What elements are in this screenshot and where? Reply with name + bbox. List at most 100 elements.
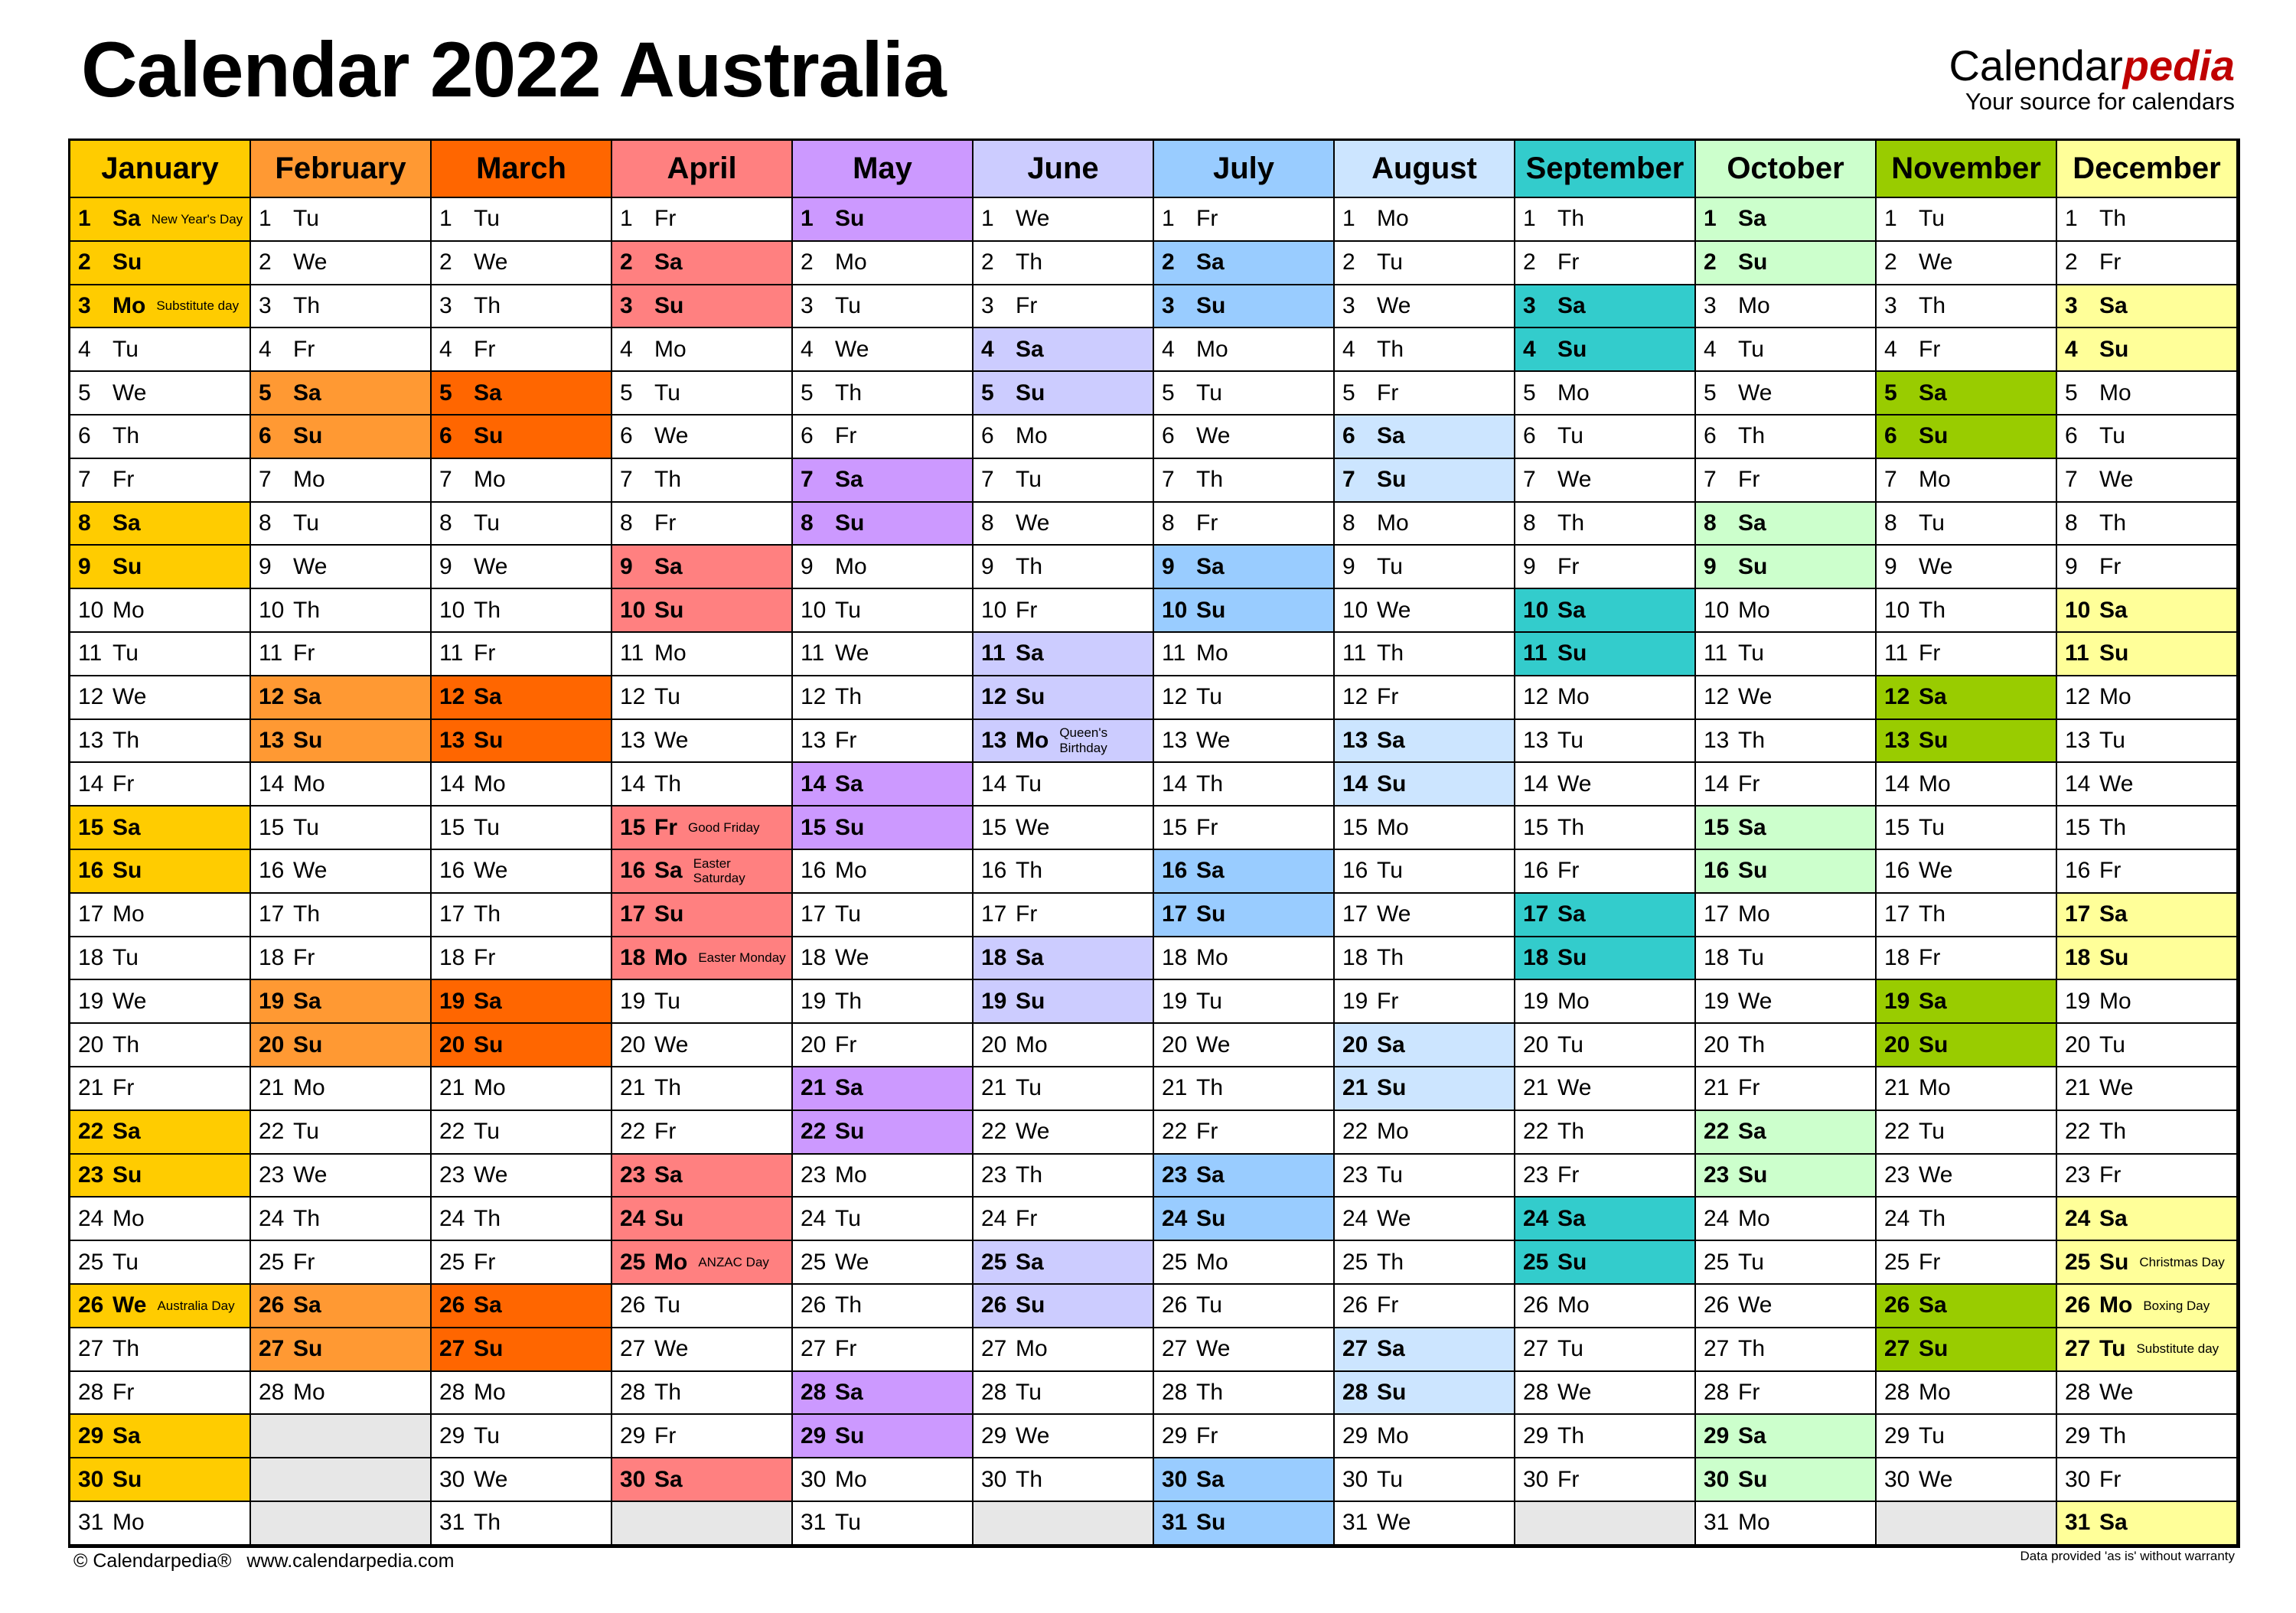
day-cell[interactable]: 18 Fr [432,937,612,981]
day-cell[interactable]: 5 Tu [612,372,793,415]
weekend-day-cell[interactable]: 9 Sa [1154,546,1335,590]
weekend-day-cell[interactable]: 18 Sa [974,937,1154,981]
day-cell[interactable]: 26 Fr [1335,1284,1515,1328]
day-cell[interactable]: 9 Fr [1515,546,1696,590]
day-cell[interactable]: 29 Th [1515,1415,1696,1459]
weekend-day-cell[interactable]: 20 Su [251,1024,432,1067]
day-cell[interactable]: 4 Fr [432,328,612,373]
day-cell[interactable]: 20 Tu [1515,1024,1696,1067]
weekend-day-cell[interactable]: 23 Su [1696,1154,1877,1198]
day-cell[interactable]: 24 Fr [974,1198,1154,1242]
weekend-day-cell[interactable]: 26 Su [974,1284,1154,1328]
day-cell[interactable]: 23 We [251,1154,432,1198]
day-cell[interactable]: 26 We [1696,1284,1877,1328]
weekend-day-cell[interactable]: 23 Su [70,1154,251,1198]
day-cell[interactable]: 26 Mo [1515,1284,1696,1328]
day-cell[interactable]: 17 We [1335,893,1515,937]
day-cell[interactable]: 27 Tu [1515,1328,1696,1372]
day-cell[interactable]: 30 We [432,1458,612,1502]
day-cell[interactable]: 21 We [2057,1067,2238,1111]
day-cell[interactable]: 22 Fr [1154,1110,1335,1155]
weekend-day-cell[interactable]: 10 Su [1154,589,1335,633]
day-cell[interactable]: 3 Fr [974,285,1154,329]
day-cell[interactable]: 8 Th [2057,502,2238,546]
day-cell[interactable]: 20 We [612,1024,793,1067]
weekend-day-cell[interactable]: 14 Su [1335,763,1515,807]
holiday-cell[interactable]: 1 Sa New Year's Day [70,198,251,242]
day-cell[interactable]: 15 Tu [432,806,612,850]
day-cell[interactable]: 13 Th [1696,719,1877,764]
day-cell[interactable]: 18 Tu [1696,937,1877,981]
day-cell[interactable]: 22 Fr [612,1110,793,1155]
day-cell[interactable]: 5 Th [793,372,974,415]
day-cell[interactable]: 28 We [2057,1371,2238,1416]
day-cell[interactable]: 18 Mo [1154,937,1335,981]
day-cell[interactable]: 2 Th [974,241,1154,285]
day-cell[interactable]: 28 Th [1154,1371,1335,1416]
day-cell[interactable]: 20 Fr [793,1024,974,1067]
day-cell[interactable]: 17 Th [251,893,432,937]
weekend-day-cell[interactable]: 16 Sa [1154,849,1335,894]
weekend-day-cell[interactable]: 24 Sa [1515,1198,1696,1242]
day-cell[interactable]: 14 We [2057,763,2238,807]
day-cell[interactable]: 4 Th [1335,328,1515,373]
day-cell[interactable]: 15 Th [2057,806,2238,850]
day-cell[interactable]: 28 Th [612,1371,793,1416]
weekend-day-cell[interactable]: 30 Sa [1154,1458,1335,1502]
day-cell[interactable]: 9 Fr [2057,546,2238,590]
day-cell[interactable]: 9 We [251,546,432,590]
day-cell[interactable]: 18 We [793,937,974,981]
weekend-day-cell[interactable]: 27 Su [432,1328,612,1372]
weekend-day-cell[interactable]: 19 Sa [432,980,612,1025]
day-cell[interactable]: 23 We [1877,1154,2057,1198]
weekend-day-cell[interactable]: 16 Su [1696,849,1877,894]
day-cell[interactable]: 12 Th [793,676,974,720]
weekend-day-cell[interactable]: 22 Su [793,1110,974,1155]
day-cell[interactable]: 7 Th [1154,458,1335,503]
weekend-day-cell[interactable]: 28 Su [1335,1371,1515,1416]
day-cell[interactable]: 10 Fr [974,589,1154,633]
day-cell[interactable]: 28 Fr [1696,1371,1877,1416]
weekend-day-cell[interactable]: 8 Sa [1696,502,1877,546]
day-cell[interactable]: 28 Mo [432,1371,612,1416]
day-cell[interactable]: 10 Tu [793,589,974,633]
day-cell[interactable]: 14 Th [612,763,793,807]
day-cell[interactable]: 13 Th [70,719,251,764]
day-cell[interactable]: 16 Fr [1515,849,1696,894]
day-cell[interactable]: 25 Tu [1696,1241,1877,1285]
day-cell[interactable]: 12 We [70,676,251,720]
day-cell[interactable]: 25 Th [1335,1241,1515,1285]
day-cell[interactable]: 23 Mo [793,1154,974,1198]
day-cell[interactable]: 1 Fr [612,198,793,242]
day-cell[interactable]: 13 Tu [2057,719,2238,764]
weekend-day-cell[interactable]: 28 Sa [793,1371,974,1416]
weekend-day-cell[interactable]: 4 Su [2057,328,2238,373]
day-cell[interactable]: 13 Tu [1515,719,1696,764]
day-cell[interactable]: 29 Mo [1335,1415,1515,1459]
day-cell[interactable]: 22 Tu [251,1110,432,1155]
day-cell[interactable]: 4 Mo [612,328,793,373]
weekend-day-cell[interactable]: 19 Sa [1877,980,2057,1025]
day-cell[interactable]: 2 Mo [793,241,974,285]
weekend-day-cell[interactable]: 29 Su [793,1415,974,1459]
day-cell[interactable]: 1 Tu [251,198,432,242]
holiday-cell[interactable]: 27 Tu Substitute day [2057,1328,2238,1372]
weekend-day-cell[interactable]: 14 Sa [793,763,974,807]
weekend-day-cell[interactable]: 13 Su [432,719,612,764]
day-cell[interactable]: 13 Fr [793,719,974,764]
day-cell[interactable]: 16 We [432,849,612,894]
weekend-day-cell[interactable]: 9 Su [70,546,251,590]
weekend-day-cell[interactable]: 15 Sa [70,806,251,850]
day-cell[interactable]: 10 We [1335,589,1515,633]
day-cell[interactable]: 31 We [1335,1501,1515,1546]
day-cell[interactable]: 31 Th [432,1501,612,1546]
day-cell[interactable]: 26 Tu [612,1284,793,1328]
day-cell[interactable]: 1 Fr [1154,198,1335,242]
day-cell[interactable]: 24 Mo [70,1198,251,1242]
day-cell[interactable]: 27 Mo [974,1328,1154,1372]
day-cell[interactable]: 23 Tu [1335,1154,1515,1198]
day-cell[interactable]: 30 We [1877,1458,2057,1502]
weekend-day-cell[interactable]: 20 Su [1877,1024,2057,1067]
weekend-day-cell[interactable]: 19 Su [974,980,1154,1025]
weekend-day-cell[interactable]: 8 Su [793,502,974,546]
